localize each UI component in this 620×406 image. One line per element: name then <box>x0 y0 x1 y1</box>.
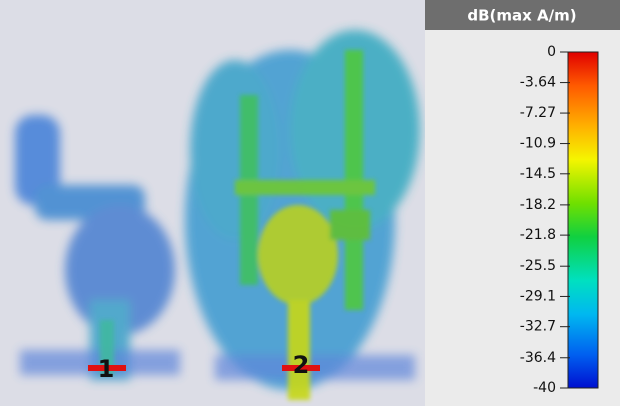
field-plot-screenshot: 1 2 dB(max A/m) 0 -3.64 -7.27 -10.9 -14.5 -18… <box>0 0 620 406</box>
colorbar-tick-label: -7.27 <box>520 105 556 121</box>
colorbar-tick-label: -10.9 <box>520 136 556 152</box>
colorbar-tick-label: -25.5 <box>520 258 556 274</box>
colorbar-tick-label: -36.4 <box>520 350 556 366</box>
colorbar-tick-label: -14.5 <box>520 166 556 182</box>
colorbar-tick-label: -18.2 <box>520 197 556 213</box>
port-label: 1 <box>98 355 115 383</box>
colorbar-tick-label: -21.8 <box>520 227 556 243</box>
colorbar <box>568 52 598 388</box>
colorbar-tick-label: 0 <box>547 44 556 60</box>
port-label: 2 <box>293 351 310 379</box>
legend-title: dB(max A/m) <box>467 7 576 25</box>
colorbar-tick-label: -40 <box>533 380 556 396</box>
colorbar-tick-label: -3.64 <box>520 75 556 91</box>
colorbar-tick-label: -29.1 <box>520 288 556 304</box>
colorbar-tick-label: -32.7 <box>520 319 556 335</box>
